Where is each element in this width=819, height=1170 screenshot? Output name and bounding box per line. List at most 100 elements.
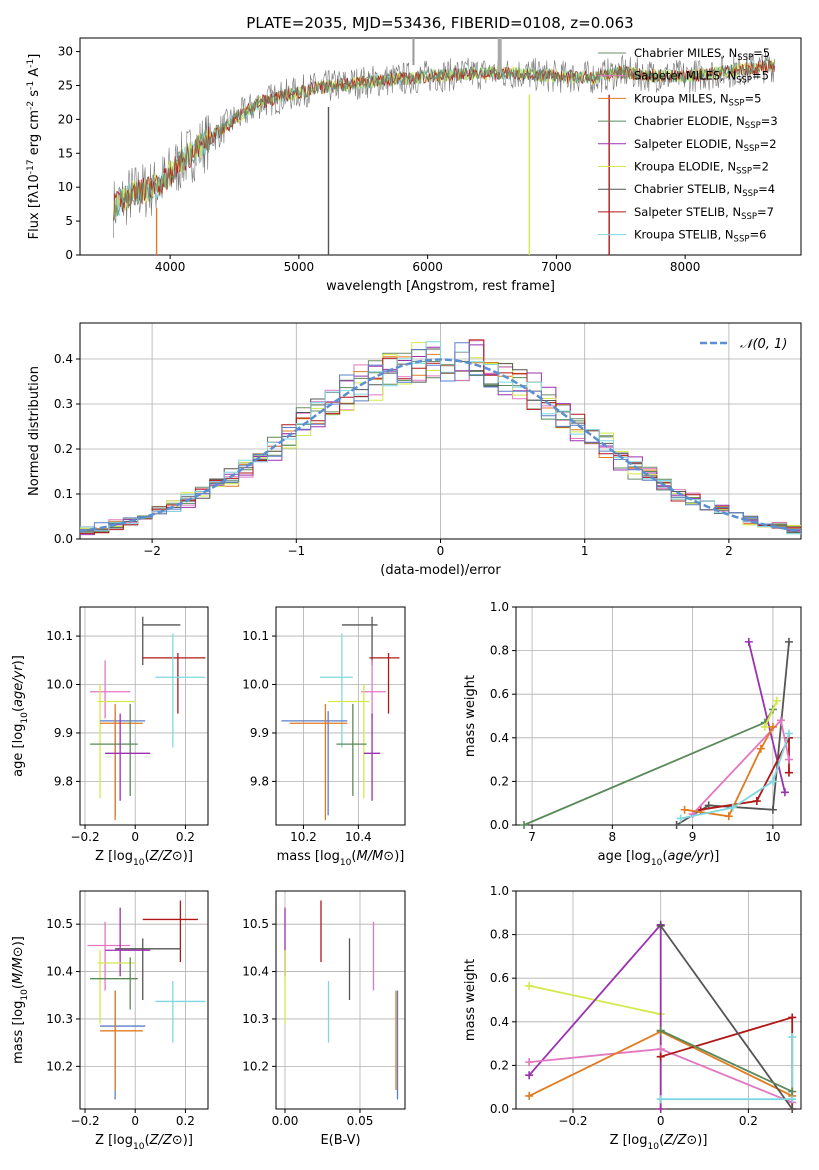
y-tick-label: 10.3: [242, 1012, 269, 1026]
x-tick-label: −0.2: [558, 1114, 587, 1128]
y-tick-label: 9.8: [250, 774, 269, 788]
mass-vs-z-frame: [79, 890, 209, 1110]
y-tick-label: 0.1: [54, 487, 73, 501]
y-tick-label: 0.0: [490, 818, 509, 832]
y-tick-label: 10.2: [46, 1059, 73, 1073]
x-tick-label: 7: [528, 830, 536, 844]
x-tick-label: 0.2: [176, 1114, 195, 1128]
y-tick-label: 0: [65, 248, 73, 262]
spectrum-ylabel: Flux [fλ10-17 erg cm-2 s-1 A-1]: [26, 54, 42, 240]
x-tick-label: 9: [689, 830, 697, 844]
y-tick-label: 10.0: [242, 678, 269, 692]
x-tick-label: 0.00: [272, 1114, 299, 1128]
age-vs-z-ylabel: age [log10(age/yr)]: [11, 655, 30, 777]
x-tick-label: 0: [131, 1114, 139, 1128]
x-tick-label: 0: [657, 1114, 665, 1128]
weight-point-marker: [788, 1087, 797, 1096]
legend-label: Salpeter ELODIE, NSSP=2: [634, 137, 777, 154]
mass-vs-ebv-xlabel: E(B-V): [320, 1133, 360, 1148]
y-tick-label: 25: [58, 78, 73, 92]
weight-series-line: [529, 984, 662, 1109]
y-tick-label: 10.5: [242, 917, 269, 931]
y-tick-label: 0.2: [54, 442, 73, 456]
weight-point-marker: [760, 722, 769, 731]
x-tick-label: −0.2: [70, 830, 99, 844]
x-tick-label: 5000: [284, 260, 315, 274]
weight-point-marker: [768, 777, 777, 786]
weight-vs-age-ylabel: mass weight: [463, 675, 478, 757]
legend-label: 𝒩(0, 1): [740, 337, 787, 352]
x-tick-label: 0.2: [739, 1114, 758, 1128]
weight-point-marker: [788, 1095, 797, 1104]
y-tick-label: 0.0: [490, 1102, 509, 1116]
x-tick-label: 4000: [155, 260, 186, 274]
x-tick-label: −1: [287, 544, 305, 558]
y-tick-label: 1.0: [490, 884, 509, 898]
weight-point-marker: [788, 1033, 797, 1042]
y-tick-label: 0.2: [490, 1058, 509, 1072]
weight-series-line: [660, 1037, 794, 1101]
weight-point-marker: [744, 637, 753, 646]
weight-point-marker: [656, 1026, 665, 1035]
y-tick-label: 0.8: [490, 928, 509, 942]
y-tick-label: 0.8: [490, 644, 509, 658]
x-tick-label: 10.2: [290, 830, 317, 844]
x-tick-label: 0: [437, 544, 445, 558]
weight-point-marker: [728, 803, 737, 812]
spectrum-lines: [113, 38, 776, 255]
x-tick-label: 10.4: [345, 830, 372, 844]
weight-series-line: [659, 925, 793, 1110]
x-tick-label: 0.2: [176, 830, 195, 844]
age-vs-z-xlabel: Z [log10(Z/Z⊙)]: [95, 849, 193, 868]
y-tick-label: 30: [58, 45, 73, 59]
weight-point-marker: [768, 722, 777, 731]
weight-series-line: [747, 641, 786, 793]
legend-label: Chabrier ELODIE, NSSP=3: [634, 114, 778, 131]
legend-label: Kroupa STELIB, NSSP=6: [634, 228, 766, 245]
histogram-series: [80, 342, 801, 531]
mass-vs-z-xlabel: Z [log10(Z/Z⊙)]: [95, 1133, 193, 1152]
x-tick-label: 1: [581, 544, 589, 558]
legend-label: Salpeter MILES, NSSP=5: [634, 69, 769, 86]
weight-point-marker: [676, 814, 685, 823]
weight-point-marker: [656, 1052, 665, 1061]
legend-label: Kroupa MILES, NSSP=5: [634, 91, 761, 108]
residuals-frame: [79, 322, 802, 540]
y-tick-label: 0.0: [54, 532, 73, 546]
spectrum-model-chabrier-miles: [113, 59, 776, 222]
weight-point-marker: [672, 821, 681, 829]
weight-vs-z-ylabel: mass weight: [463, 959, 478, 1041]
weight-point-marker: [768, 805, 777, 814]
age-vs-mass-errorbars: [281, 616, 400, 821]
y-tick-label: 9.9: [250, 726, 269, 740]
weight-point-marker: [784, 729, 793, 738]
age-vs-z-frame: [79, 606, 209, 826]
x-tick-label: −2: [143, 544, 161, 558]
weight-point-marker: [776, 716, 785, 725]
y-tick-label: 0.4: [490, 731, 509, 745]
weight-point-marker: [772, 696, 781, 705]
weight-point-marker: [784, 755, 793, 764]
weight-point-marker: [656, 921, 665, 930]
weight-series-line: [764, 700, 778, 728]
weight-point-marker: [656, 1105, 665, 1113]
x-tick-label: 2: [725, 544, 733, 558]
mass-vs-z-axes: [76, 891, 208, 1113]
y-tick-label: 10.1: [46, 629, 73, 643]
plot-text: 4000 5000 6000 7000 8000051015202530waveleng…: [11, 45, 787, 1152]
age-vs-mass-axes: [272, 607, 405, 829]
weight-point-marker: [784, 637, 793, 646]
weight-point-marker: [525, 1071, 534, 1080]
mass-vs-ebv-errorbars: [284, 900, 399, 1100]
residuals-axes: [76, 323, 801, 543]
weight-point-marker: [756, 744, 765, 753]
y-tick-label: 1.0: [490, 600, 509, 614]
y-tick-label: 9.9: [54, 726, 73, 740]
weight-vs-age-axes: [512, 606, 801, 829]
weight-point-marker: [784, 768, 793, 777]
y-tick-label: 10.5: [46, 917, 73, 931]
y-tick-label: 0.4: [490, 1015, 509, 1029]
weight-series-line: [680, 733, 790, 820]
weight-point-marker: [656, 1095, 665, 1104]
